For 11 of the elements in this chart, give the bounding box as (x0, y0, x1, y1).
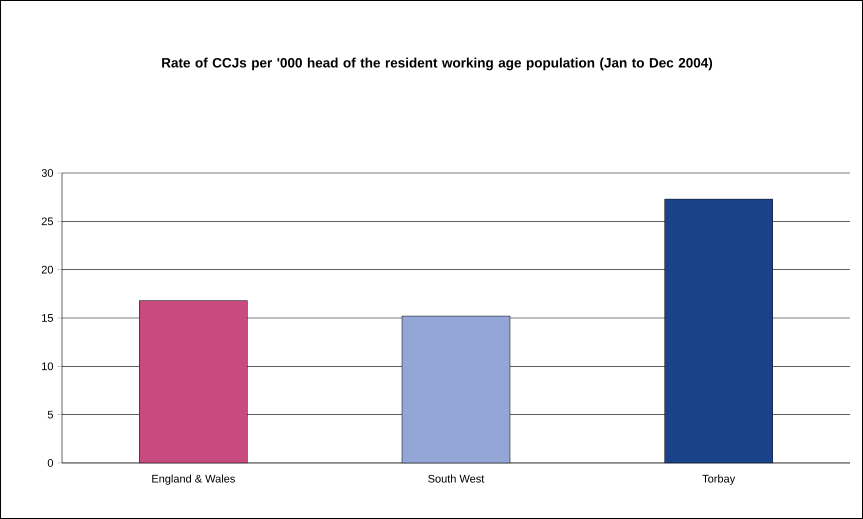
x-tick-label: South West (428, 474, 484, 483)
y-tick-label: 10 (42, 362, 54, 370)
y-tick-label: 0 (48, 459, 54, 467)
y-tick-label: 5 (48, 410, 54, 418)
chart-title: Rate of CCJs per '000 head of the resident working age population (Jan to Dec 2004) (162, 58, 712, 70)
x-tick-label: England & Wales (152, 474, 235, 485)
y-tick-label: 25 (42, 217, 53, 226)
x-tick-label: Torbay (702, 474, 736, 485)
y-tick-label: 30 (42, 169, 54, 177)
y-tick-label: 15 (42, 314, 53, 322)
y-tick-label: 20 (42, 266, 54, 274)
